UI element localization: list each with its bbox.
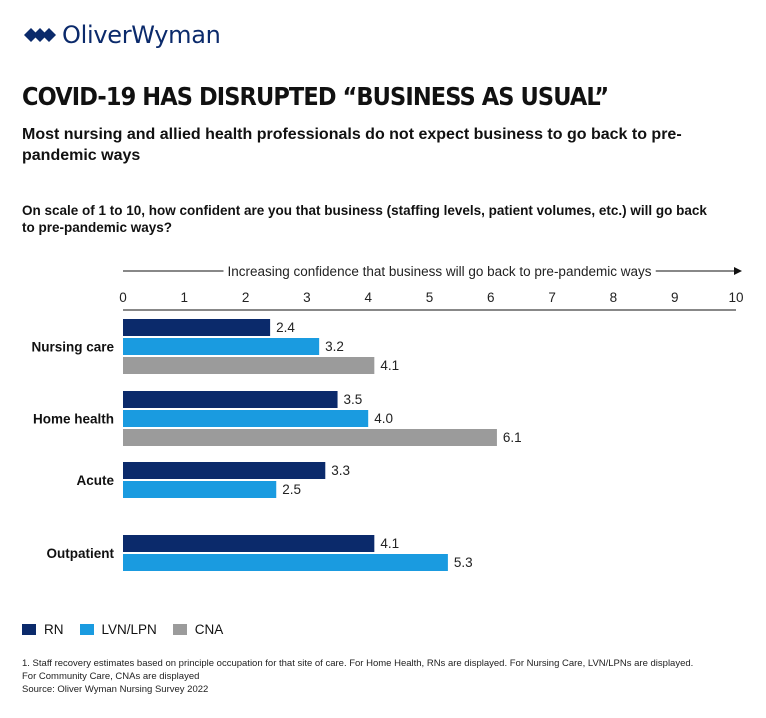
- data-label: 5.3: [454, 555, 473, 570]
- legend-label-lvn-lpn: LVN/LPN: [101, 622, 157, 637]
- data-label: 4.1: [380, 358, 399, 373]
- bar: [123, 319, 271, 336]
- legend-item-rn: RN: [22, 622, 64, 637]
- page-title: COVID-19 HAS DISRUPTED “BUSINESS AS USUA…: [22, 82, 609, 111]
- data-label: 2.4: [276, 320, 295, 335]
- x-tick-label: 0: [119, 290, 127, 305]
- x-tick-label: 6: [487, 290, 495, 305]
- axis-label: Increasing confidence that business will…: [228, 264, 652, 279]
- bar: [123, 481, 277, 498]
- data-label: 3.5: [344, 392, 363, 407]
- logo-text: OliverWyman: [62, 21, 221, 49]
- data-label: 3.3: [331, 463, 350, 478]
- bar: [123, 357, 375, 374]
- x-tick-label: 2: [242, 290, 250, 305]
- legend-item-cna: CNA: [172, 622, 224, 637]
- bar: [123, 338, 320, 355]
- x-tick-label: 10: [728, 290, 743, 305]
- legend-label-cna: CNA: [194, 622, 224, 637]
- axis-arrow-head-icon: [734, 267, 742, 275]
- data-label: 3.2: [325, 339, 344, 354]
- data-label: 6.1: [503, 430, 522, 445]
- footnote-1: 1. Staff recovery estimates based on pri…: [22, 658, 694, 669]
- x-tick-label: 4: [364, 290, 372, 305]
- survey-question: On scale of 1 to 10, how confident are y…: [22, 203, 707, 235]
- bar: [123, 554, 448, 571]
- source-note: Source: Oliver Wyman Nursing Survey 2022: [22, 684, 209, 695]
- bar: [123, 429, 497, 446]
- axis-label-background: [223, 262, 656, 280]
- legend-swatch-cna: [172, 624, 187, 635]
- bar-chart: Increasing confidence that business will…: [31, 262, 744, 571]
- legend-swatch-rn: [22, 624, 36, 635]
- footnotes: 1. Staff recovery estimates based on pri…: [22, 657, 693, 696]
- bar: [123, 410, 369, 427]
- category-label: Nursing care: [31, 340, 114, 355]
- chart-legend: RN LVN/LPN CNA: [22, 622, 239, 637]
- x-tick-label: 5: [426, 290, 434, 305]
- x-tick-label: 3: [303, 290, 311, 305]
- brand-logo: OliverWyman: [22, 20, 221, 50]
- x-tick-label: 8: [610, 290, 618, 305]
- bar: [123, 462, 326, 479]
- oliver-wyman-logo-icon: [24, 28, 56, 42]
- page-subtitle: Most nursing and allied health professio…: [22, 126, 682, 164]
- legend-swatch-lvn-lpn: [79, 624, 94, 635]
- x-tick-label: 7: [548, 290, 556, 305]
- bar: [123, 535, 375, 552]
- footnote-2: For Community Care, CNAs are displayed: [22, 671, 200, 682]
- category-label: Home health: [33, 412, 114, 427]
- data-label: 4.1: [380, 536, 399, 551]
- x-tick-label: 9: [671, 290, 679, 305]
- data-label: 2.5: [282, 482, 301, 497]
- legend-item-lvn-lpn: LVN/LPN: [79, 622, 157, 637]
- x-tick-label: 1: [181, 290, 189, 305]
- bar: [123, 391, 338, 408]
- legend-label-rn: RN: [44, 622, 64, 637]
- category-label: Acute: [76, 473, 114, 488]
- data-label: 4.0: [374, 411, 393, 426]
- category-label: Outpatient: [47, 546, 115, 561]
